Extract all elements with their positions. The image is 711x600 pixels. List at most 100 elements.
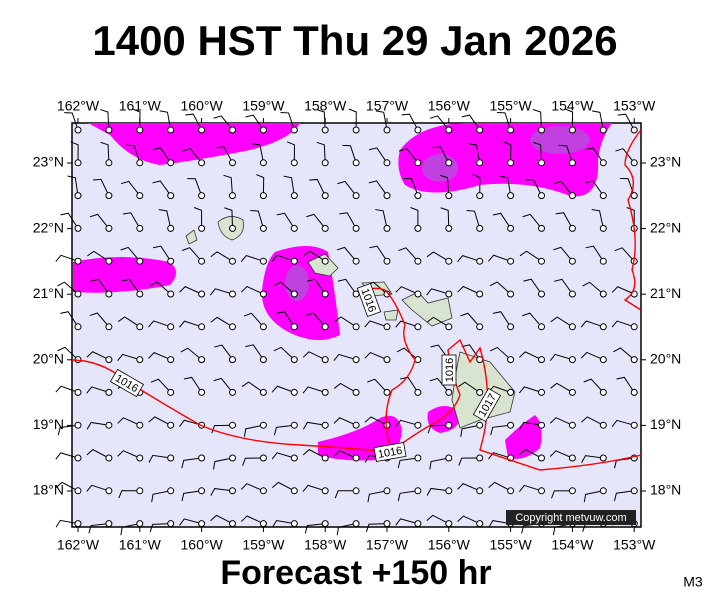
wind-barb [86,386,110,394]
wind-barb [614,490,635,502]
wind-barb [243,424,264,437]
axes: 162°W 162°W 161°W 161°W 160°W 160°W 159°W 159°W… [33,98,682,553]
lat-label-right: 22°N [650,219,681,235]
station [538,192,545,200]
wind-barb [151,490,171,503]
lat-label-left: 23°N [33,154,64,170]
wind-barb [468,143,481,163]
station [290,257,298,265]
station [321,126,329,134]
station [568,290,576,298]
station [476,126,484,134]
station [290,290,298,298]
wind-barb [86,351,110,361]
wind-barb [273,346,295,360]
station [74,388,82,396]
lon-label-top: 159°W [242,98,285,114]
wind-barb [250,209,264,229]
station [321,421,329,429]
wind-barb [457,381,480,393]
wind-barb [550,382,573,393]
station [568,323,576,331]
wind-barb [336,523,357,536]
wind-barb [440,207,450,229]
wind-barb [100,141,110,163]
wind-barb [614,247,635,262]
wind-barb [396,347,419,360]
wind-barb [426,251,450,262]
station [599,323,607,331]
wind-barb [551,490,573,499]
station [229,126,236,134]
wind-barb [492,311,512,328]
station [321,159,329,167]
wind-barb [395,320,419,328]
wind-barb [488,481,511,492]
wind-barb [429,115,450,131]
station [259,290,267,298]
lon-label-bottom: 159°W [242,537,285,553]
station [229,421,236,429]
wind-barb [339,212,357,229]
station [290,159,298,167]
wind-barb [242,457,264,466]
lat-label-left: 21°N [33,285,64,301]
wind-barb [302,449,326,459]
wind-barb [210,488,233,496]
wind-barb [64,112,79,131]
station [568,159,576,167]
lon-label-top: 160°W [181,98,224,114]
wind-barb [550,316,573,328]
wind-barb [364,351,388,361]
station [259,388,267,396]
wind-barb [240,483,264,492]
wind-barb [224,207,233,229]
station [445,192,453,200]
station [136,224,144,232]
wind-barb [55,385,79,393]
wind-barb [368,147,388,164]
station [568,126,576,134]
wind-barb [305,312,326,328]
station [507,323,515,331]
station [321,454,329,462]
station [167,487,175,495]
wind-barb [558,144,573,163]
station [74,421,82,429]
lon-label-top: 162°W [57,98,100,114]
station [229,192,236,200]
lon-label-bottom: 154°W [551,537,594,553]
station [414,487,422,495]
wind-barb [88,523,109,534]
wind-barb [611,419,635,428]
station [568,356,576,364]
wind-barb [522,213,542,229]
lat-label-left: 20°N [33,351,64,367]
wind-barb [179,518,202,526]
lon-label-bottom: 158°W [304,537,347,553]
station [538,388,545,396]
wind-barb [503,141,512,163]
wind-barb [395,518,419,526]
lon-label-bottom: 153°W [613,537,656,553]
wind-barb [395,286,419,295]
wind-barb [337,180,357,196]
wind-barb [397,490,418,502]
station [321,192,329,200]
isobar-label-box [356,282,382,318]
lon-label-top: 153°W [613,98,656,114]
station [136,192,144,200]
copyright: Copyright metvuw.com [515,512,626,524]
station [476,257,484,265]
station [599,356,607,364]
wind-barb [365,523,388,532]
station [74,454,82,462]
wind-barb [519,351,542,361]
wind-barb [316,141,326,163]
wind-barb [214,344,233,360]
station [352,192,360,200]
station [414,454,422,462]
station [105,356,113,364]
wind-barb [150,378,172,393]
